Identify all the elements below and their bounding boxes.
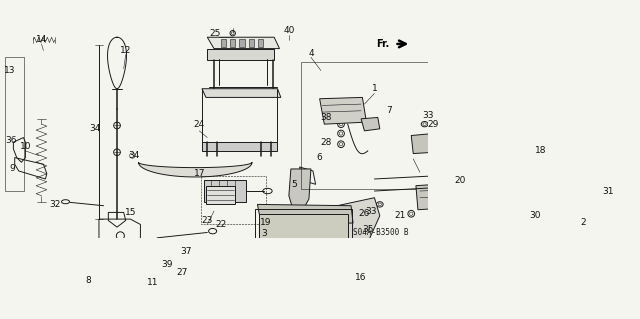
Text: 5: 5 <box>291 180 297 189</box>
Text: 13: 13 <box>4 66 15 75</box>
Polygon shape <box>257 204 353 223</box>
Text: 34: 34 <box>128 151 140 160</box>
Bar <box>200 176 266 224</box>
Polygon shape <box>259 198 380 283</box>
Polygon shape <box>207 48 274 60</box>
Bar <box>259 214 348 259</box>
Polygon shape <box>580 196 610 218</box>
Text: 30: 30 <box>529 211 541 220</box>
Text: 21: 21 <box>394 211 406 220</box>
Text: 23: 23 <box>202 216 213 225</box>
Text: 12: 12 <box>120 46 131 55</box>
Text: 7: 7 <box>387 106 392 115</box>
Bar <box>221 39 226 47</box>
Text: 19: 19 <box>260 218 272 227</box>
Polygon shape <box>206 186 236 204</box>
Text: 31: 31 <box>603 187 614 196</box>
Bar <box>255 209 353 261</box>
Text: 2: 2 <box>580 218 586 227</box>
Bar <box>104 256 138 275</box>
Polygon shape <box>207 37 280 48</box>
Text: 26: 26 <box>359 209 370 218</box>
Text: 9: 9 <box>9 165 15 174</box>
Text: 40: 40 <box>283 26 294 35</box>
Text: 38: 38 <box>321 113 332 122</box>
Text: 22: 22 <box>215 220 227 229</box>
Text: 25: 25 <box>210 29 221 38</box>
Text: 4: 4 <box>308 49 314 58</box>
Bar <box>5 57 24 191</box>
Bar <box>249 39 254 47</box>
Text: 29: 29 <box>428 120 439 129</box>
Text: 24: 24 <box>194 120 205 129</box>
Text: 14: 14 <box>36 35 47 44</box>
Text: 16: 16 <box>355 273 367 282</box>
Text: 34: 34 <box>89 124 100 133</box>
Text: 33: 33 <box>422 111 434 120</box>
Polygon shape <box>319 97 367 124</box>
Text: 39: 39 <box>161 260 173 269</box>
Text: 17: 17 <box>193 169 205 178</box>
Text: 32: 32 <box>49 200 61 209</box>
Text: 20: 20 <box>454 176 466 185</box>
Bar <box>230 39 236 47</box>
Bar <box>258 39 264 47</box>
Polygon shape <box>561 151 577 169</box>
Text: 8: 8 <box>85 276 91 285</box>
Text: 27: 27 <box>176 268 188 277</box>
Polygon shape <box>204 180 246 202</box>
Polygon shape <box>202 142 278 151</box>
Text: 11: 11 <box>147 278 158 287</box>
Text: 36: 36 <box>5 136 17 145</box>
Text: 18: 18 <box>534 146 546 155</box>
Text: 37: 37 <box>180 247 191 256</box>
Text: 10: 10 <box>20 142 31 152</box>
Polygon shape <box>202 89 281 97</box>
Text: 33: 33 <box>365 207 377 216</box>
Text: 35: 35 <box>362 225 374 234</box>
Polygon shape <box>416 183 460 210</box>
Text: S04A-B3500 B: S04A-B3500 B <box>353 228 409 237</box>
Text: 3: 3 <box>261 229 267 238</box>
Bar <box>239 39 244 47</box>
Polygon shape <box>289 169 311 216</box>
Bar <box>144 258 167 267</box>
Polygon shape <box>361 117 380 131</box>
Polygon shape <box>412 134 435 153</box>
Text: 15: 15 <box>125 208 136 217</box>
Text: 28: 28 <box>321 138 332 147</box>
Polygon shape <box>138 162 252 177</box>
Text: Fr.: Fr. <box>376 39 389 49</box>
Text: 6: 6 <box>317 153 323 162</box>
Text: 1: 1 <box>372 84 378 93</box>
